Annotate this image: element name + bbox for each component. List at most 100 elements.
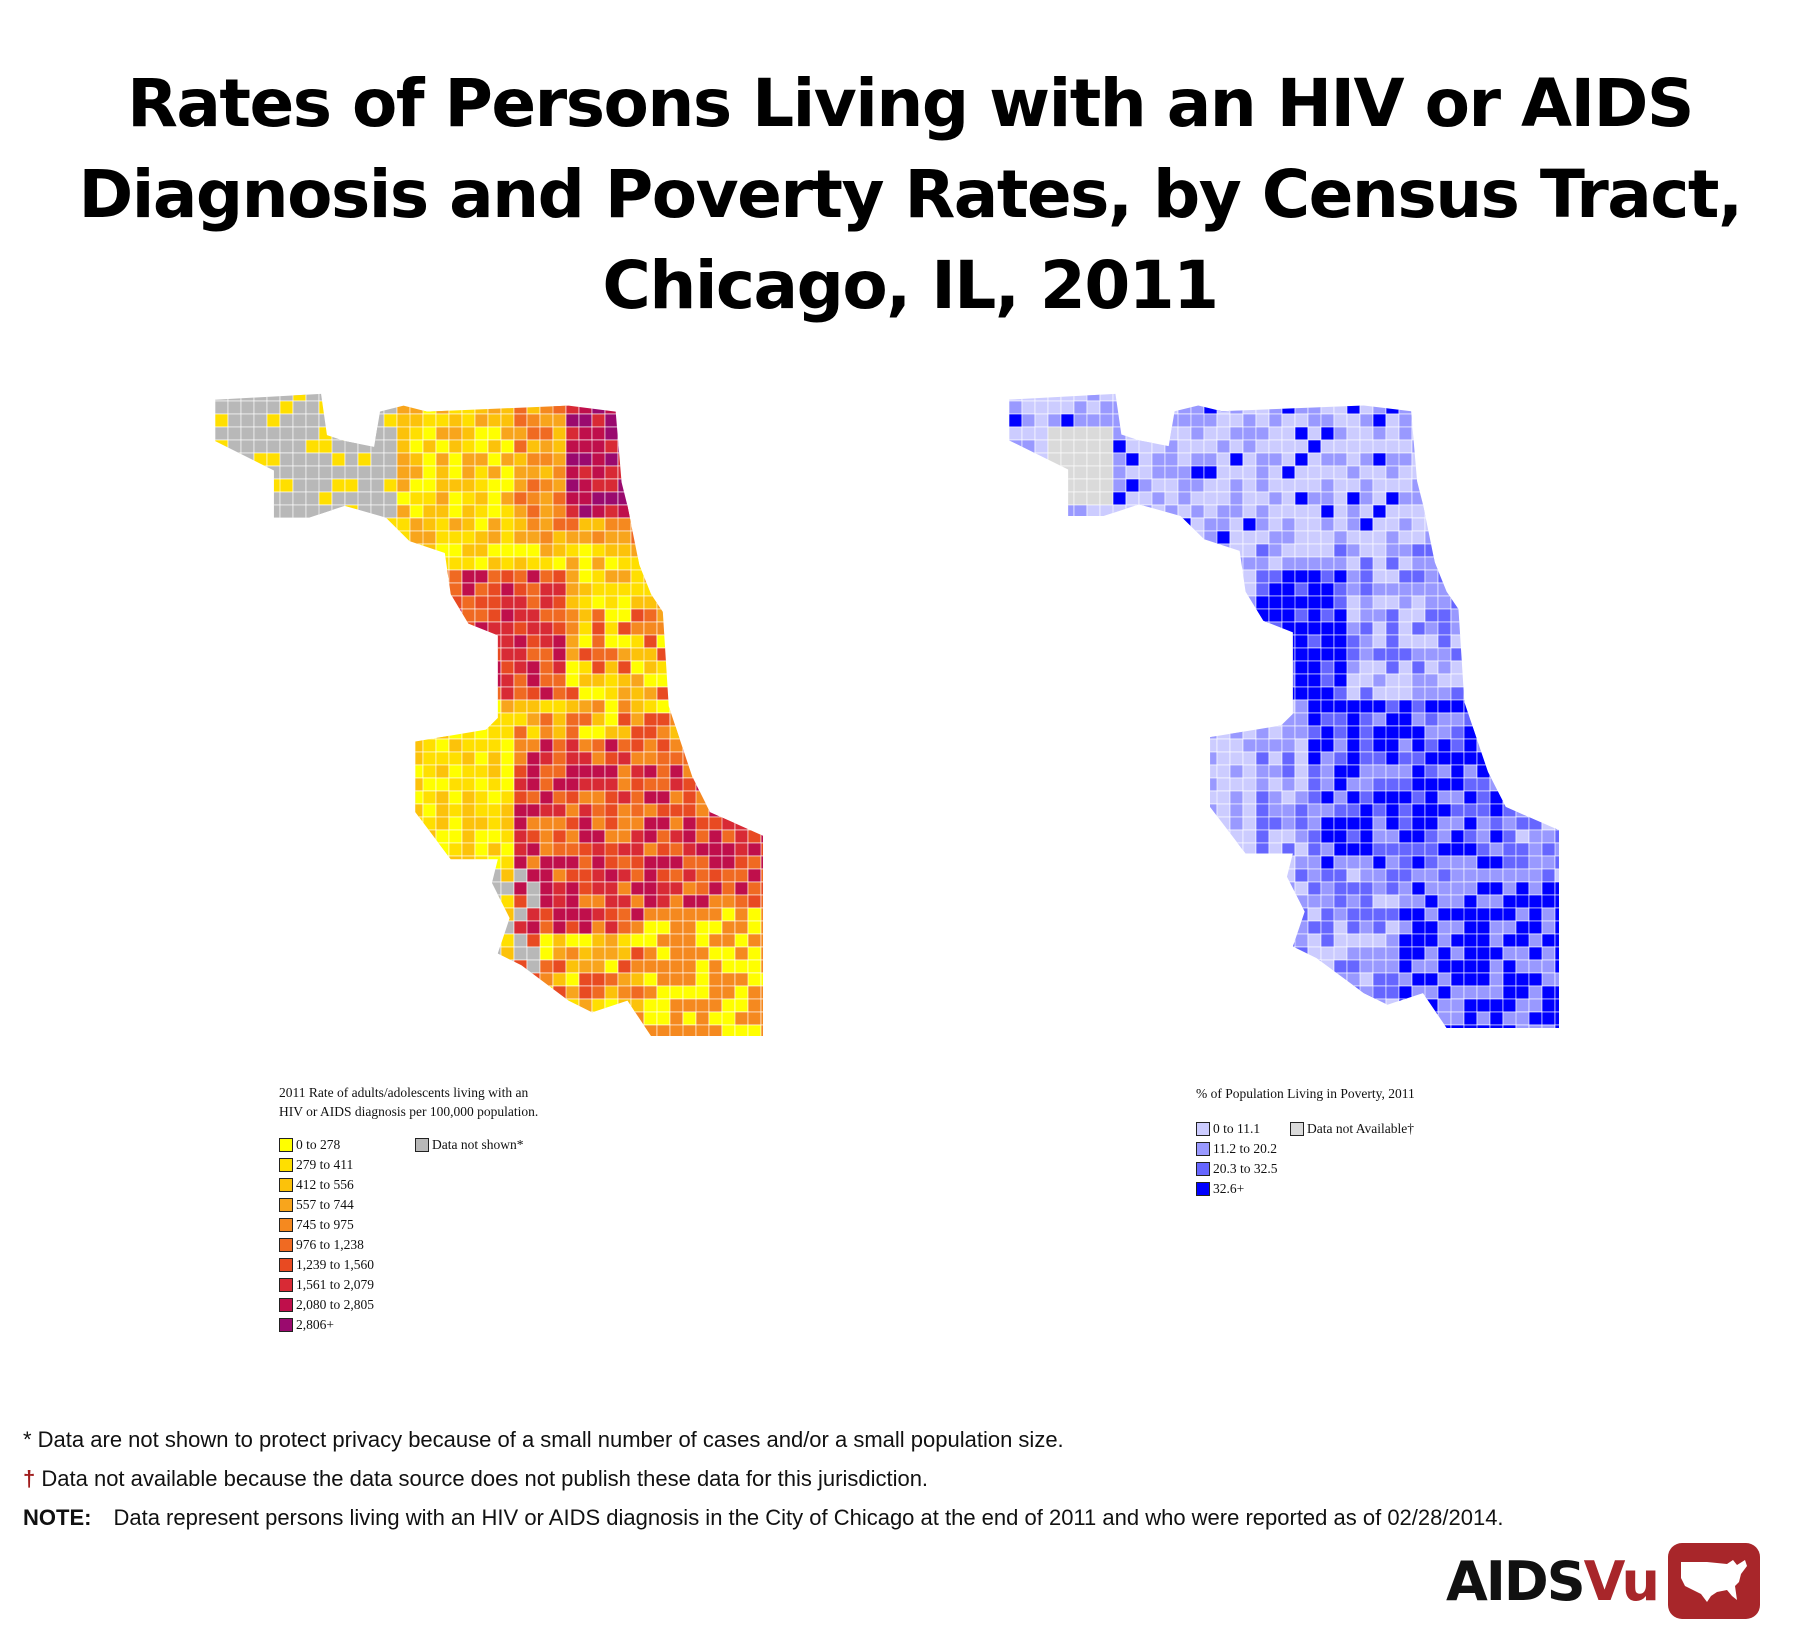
census-tract (1450, 452, 1465, 467)
census-tract (448, 738, 463, 753)
census-tract (682, 426, 697, 441)
census-tract (604, 582, 619, 597)
census-tract (1359, 426, 1374, 441)
census-tract (721, 699, 736, 714)
census-tract (1372, 478, 1387, 493)
census-tract (344, 959, 359, 974)
census-tract (604, 569, 619, 584)
census-tract (630, 803, 645, 818)
census-tract (422, 530, 437, 545)
census-tract (1476, 725, 1491, 740)
census-tract (1125, 842, 1140, 857)
census-tract (1489, 829, 1504, 844)
census-tract (435, 660, 463, 675)
census-tract (1177, 582, 1192, 597)
census-tract (1398, 868, 1413, 883)
census-tract (1333, 543, 1348, 558)
legend-swatch (279, 1298, 293, 1312)
census-tract (409, 686, 424, 701)
census-tract (578, 946, 593, 961)
census-tract (1242, 699, 1257, 714)
census-tract (1346, 426, 1361, 441)
census-tract (1424, 569, 1439, 584)
census-tract (487, 868, 502, 883)
census-tract (448, 621, 463, 636)
census-tract (513, 738, 528, 753)
census-tract (500, 556, 515, 571)
census-tract (1021, 569, 1036, 584)
census-tract (1060, 543, 1088, 558)
census-tract (1463, 894, 1478, 909)
census-tract (474, 881, 489, 896)
census-tract (643, 439, 658, 454)
census-tract (370, 842, 385, 857)
census-tract (1060, 712, 1088, 727)
census-tract (1411, 400, 1426, 415)
census-tract (422, 998, 437, 1013)
census-tract (1359, 634, 1374, 649)
census-tract (318, 660, 333, 675)
census-tract (318, 933, 333, 948)
census-tract (383, 998, 398, 1013)
census-tract (1229, 829, 1244, 844)
census-tract (487, 621, 502, 636)
census-tract (747, 959, 762, 974)
census-tract (305, 517, 320, 532)
census-tract (1424, 400, 1439, 415)
census-tract (513, 426, 528, 441)
census-tract (1554, 985, 1559, 1000)
census-tract (656, 946, 671, 961)
census-tract (1047, 569, 1062, 584)
census-tract (1099, 426, 1114, 441)
census-tract (227, 738, 242, 753)
census-tract (1385, 959, 1400, 974)
census-tract (1281, 621, 1296, 636)
census-tract (279, 933, 294, 948)
census-tract (1424, 595, 1439, 610)
census-tract (1411, 712, 1426, 727)
census-tract (1307, 868, 1322, 883)
census-tract (331, 907, 346, 922)
census-tract (474, 764, 489, 779)
census-tract (760, 439, 763, 454)
census-tract (305, 699, 320, 714)
census-tract (1437, 517, 1452, 532)
census-tract (448, 998, 463, 1013)
census-tract (344, 413, 359, 428)
census-tract (578, 491, 593, 506)
census-tract (656, 790, 671, 805)
census-tract (1424, 1011, 1439, 1026)
census-tract (708, 530, 723, 545)
census-tract (279, 634, 294, 649)
census-tract (1528, 920, 1543, 935)
census-tract (1060, 881, 1075, 896)
census-tract (1554, 569, 1559, 584)
census-tract (370, 673, 385, 688)
census-tract (721, 634, 736, 649)
census-tract (487, 647, 502, 662)
census-tract (526, 985, 541, 1000)
census-tract (1138, 452, 1153, 467)
census-tract (1437, 400, 1452, 415)
census-tract (474, 946, 502, 961)
census-tract (643, 946, 658, 961)
census-tract (539, 842, 554, 857)
census-tract (1385, 751, 1400, 766)
census-tract (747, 556, 762, 571)
census-tract (1060, 842, 1075, 857)
census-tract (1073, 699, 1088, 714)
census-tract (409, 972, 424, 987)
census-tract (1541, 725, 1556, 740)
census-tract (1437, 972, 1452, 987)
census-tract (409, 725, 424, 740)
census-tract (578, 1011, 593, 1026)
census-tract (1242, 400, 1257, 415)
census-tract (370, 868, 385, 883)
census-tract (1060, 400, 1075, 415)
census-tract (331, 920, 346, 935)
census-tract (227, 673, 242, 688)
census-tract (1229, 491, 1244, 506)
census-tract (1138, 868, 1153, 883)
census-tract (578, 452, 593, 467)
legend-item: 2,806+ (279, 1315, 415, 1335)
